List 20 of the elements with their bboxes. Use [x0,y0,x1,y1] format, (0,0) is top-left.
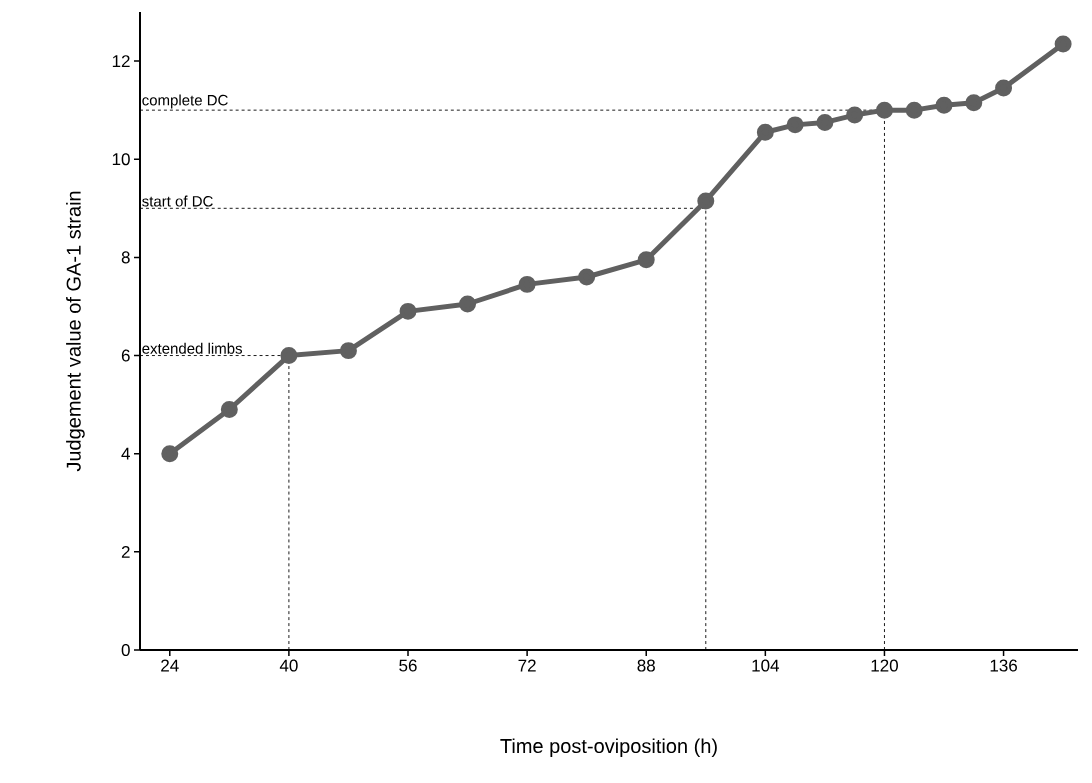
x-tick-label: 88 [637,659,655,672]
x-tick-label: 104 [752,659,780,672]
y-tick-label: 4 [121,447,130,460]
y-tick-label: 10 [112,153,130,166]
x-tick-label: 136 [990,659,1017,672]
y-tick-label: 8 [121,251,130,264]
y-axis-title: Judgement value of GA-1 strain [66,191,85,472]
ref-line-label: start of DC [142,195,213,207]
x-tick-label: 72 [518,659,536,672]
y-tick-label: 0 [121,643,130,657]
y-tick-label: 6 [121,349,130,362]
ref-line-label: complete DC [142,94,228,109]
y-tick-label: 12 [112,55,130,68]
x-tick-label: 56 [399,659,417,672]
x-tick-label: 40 [279,659,298,672]
x-tick-label: 120 [871,659,898,672]
x-axis-title: Time post-oviposition (h) [500,738,717,758]
y-tick-label: 2 [121,545,130,558]
x-tick-label: 24 [161,659,179,672]
ref-line-label: extended limbs [142,342,243,354]
